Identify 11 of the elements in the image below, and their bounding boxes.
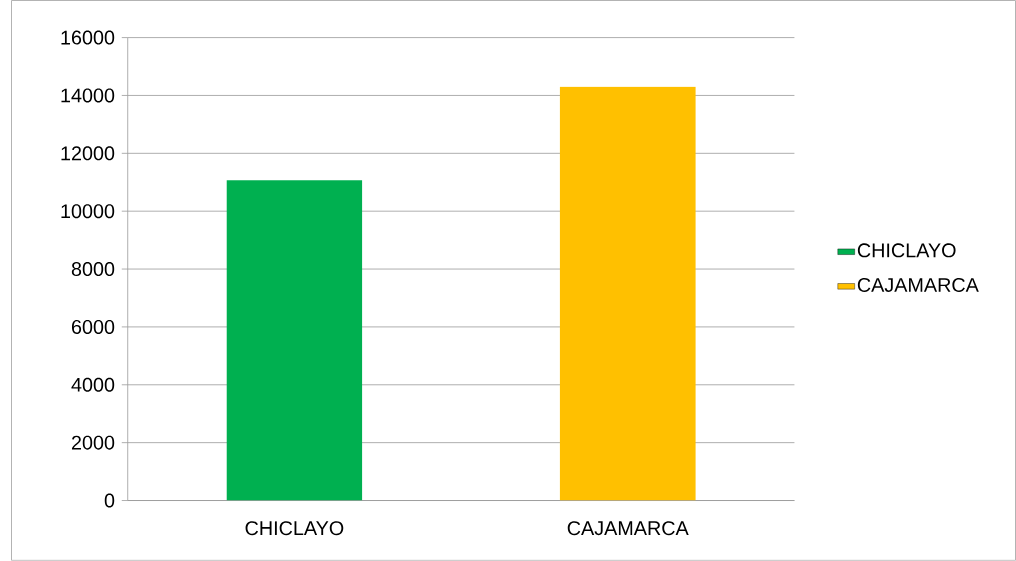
y-tick-label: 2000 (71, 435, 115, 450)
legend-label: CHICLAYO (857, 243, 956, 258)
y-tick-label: 16000 (61, 30, 115, 45)
y-tick-label: 6000 (71, 319, 115, 334)
y-tick-label: 10000 (61, 204, 115, 219)
y-tick-label: 4000 (71, 377, 115, 392)
y-tick-label: 0 (104, 493, 115, 508)
legend-label: CAJAMARCA (857, 278, 979, 293)
y-tick-label: 14000 (61, 88, 115, 103)
y-tick-label: 12000 (61, 146, 115, 161)
y-tick-label: 8000 (71, 262, 115, 277)
